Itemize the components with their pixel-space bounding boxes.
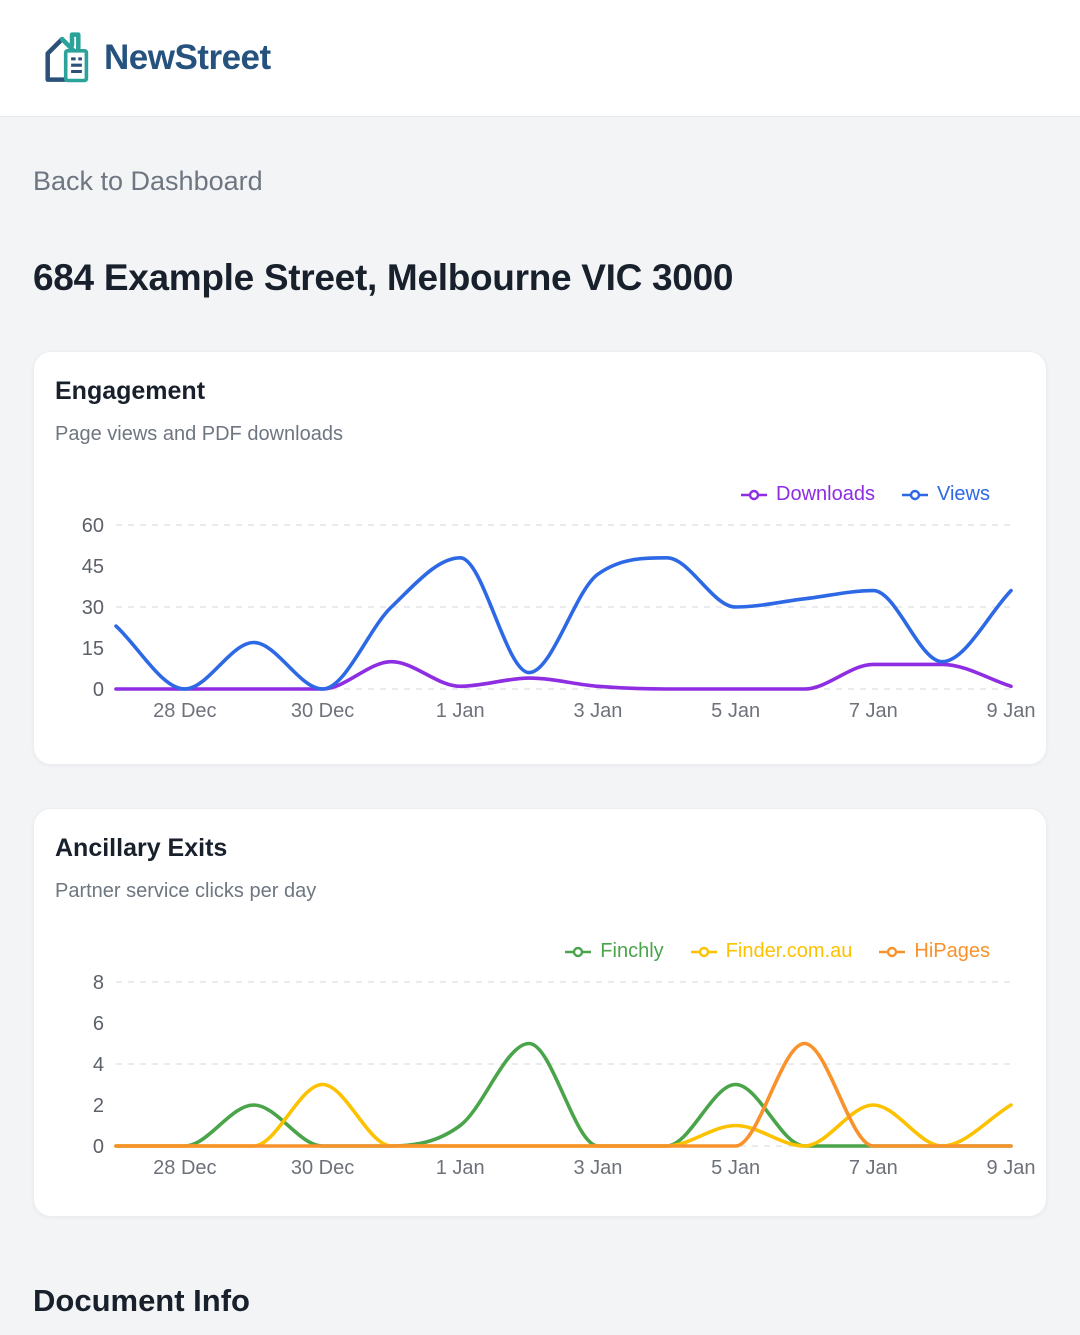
svg-text:5 Jan: 5 Jan [711,700,760,722]
ancillary-exits-chart: 0 2 4 6 8 28 Dec 30 Dec 1 Jan 3 Jan 5 Jan 7 Jan 9 J… [93,972,1036,1179]
svg-text:9 Jan: 9 Jan [987,700,1036,722]
svg-text:0: 0 [93,1136,104,1158]
engagement-card-title: Engagement [55,377,206,405]
engagement-card-subtitle: Page views and PDF downloads [55,423,343,445]
legend-item-finder-com-au: Finder.com.au [690,940,853,963]
legend-line-icon [690,946,717,957]
page-title: 684 Example Street, Melbourne VIC 3000 [33,257,734,298]
svg-text:30: 30 [82,597,104,619]
svg-text:8: 8 [93,972,104,994]
house-document-icon [45,32,89,83]
svg-text:5 Jan: 5 Jan [711,1157,760,1179]
svg-text:2: 2 [93,1095,104,1117]
svg-text:4: 4 [93,1054,104,1076]
legend-item-hipages: HiPages [878,940,990,963]
svg-text:7 Jan: 7 Jan [849,1157,898,1179]
ancillary-exits-card-subtitle: Partner service clicks per day [55,880,317,902]
ancillary-exits-card-title: Ancillary Exits [55,834,228,862]
ancillary-exits-card: Ancillary Exits Partner service clicks p… [33,808,1047,1217]
brand-logo[interactable]: NewStreet [36,28,271,88]
legend-label: Finchly [600,940,664,962]
legend-line-icon [741,489,768,500]
engagement-card: Engagement Page views and PDF downloads … [33,351,1047,765]
svg-text:9 Jan: 9 Jan [987,1157,1036,1179]
legend-line-icon [565,946,592,957]
ancillary-exits-legend: Finchly Finder.com.au HiPages [564,940,990,963]
svg-text:28 Dec: 28 Dec [153,1157,216,1179]
svg-text:28 Dec: 28 Dec [153,700,216,722]
svg-text:7 Jan: 7 Jan [849,700,898,722]
svg-text:60: 60 [82,515,104,537]
engagement-legend: Downloads Views [740,483,990,506]
legend-item-downloads: Downloads [740,483,875,506]
legend-line-icon [902,489,928,500]
svg-text:1 Jan: 1 Jan [436,700,485,722]
legend-label: HiPages [914,940,990,962]
engagement-chart: 0 15 30 45 60 28 Dec 30 Dec 1 Jan 3 Jan 5 Jan 7 Ja… [82,515,1036,722]
legend-label: Downloads [776,483,875,505]
document-info-heading: Document Info [33,1283,250,1318]
svg-text:45: 45 [82,556,104,578]
svg-text:30 Dec: 30 Dec [291,700,354,722]
legend-item-finchly: Finchly [564,940,664,963]
legend-label: Finder.com.au [725,940,853,962]
back-to-dashboard-link[interactable]: Back to Dashboard [33,166,263,196]
svg-text:3 Jan: 3 Jan [573,1157,622,1179]
svg-text:6: 6 [93,1013,104,1035]
svg-text:15: 15 [82,638,104,660]
legend-label: Views [937,483,990,505]
legend-line-icon [879,946,906,957]
svg-text:0: 0 [93,679,104,701]
legend-item-views: Views [901,483,990,506]
main-content: Back to Dashboard 684 Example Street, Me… [0,117,1080,1319]
svg-text:1 Jan: 1 Jan [436,1157,485,1179]
svg-text:30 Dec: 30 Dec [291,1157,354,1179]
app-header: NewStreet [0,0,1080,117]
svg-text:3 Jan: 3 Jan [573,700,622,722]
brand-name: NewStreet [104,38,271,77]
